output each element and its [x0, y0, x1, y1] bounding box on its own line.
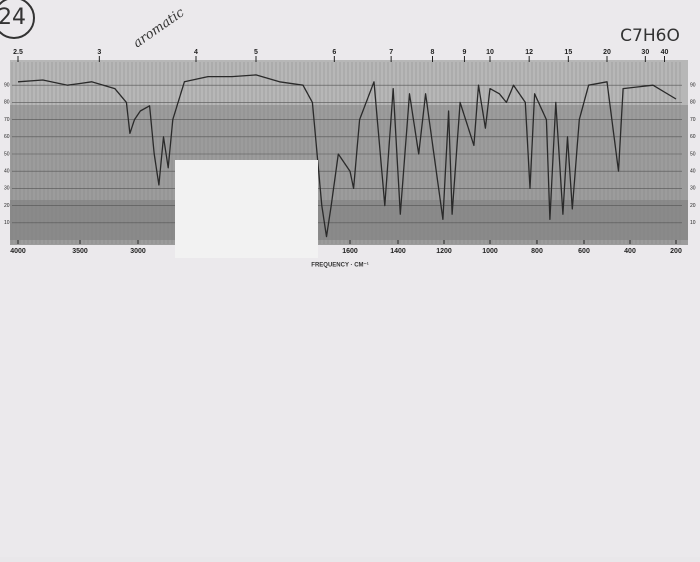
top-tick-label: 6 — [332, 49, 336, 56]
y-tick-label: 80 — [4, 100, 10, 106]
x-tick-label: 600 — [578, 248, 590, 255]
chart-band — [10, 60, 688, 105]
y-tick-label: 50 — [690, 151, 696, 157]
y-tick-label: 10 — [4, 220, 10, 226]
x-axis-label: FREQUENCY · CM⁻¹ — [311, 262, 368, 269]
y-tick-label: 40 — [690, 169, 696, 175]
formula: C7H6O — [620, 26, 680, 46]
y-tick-label: 90 — [690, 83, 696, 89]
y-tick-label: 90 — [4, 83, 10, 89]
top-tick-label: 3 — [97, 49, 101, 56]
x-tick-label: 1600 — [342, 248, 358, 255]
top-tick-label: 15 — [564, 49, 572, 56]
plot: 10 10 20 20 30 30 40 40 50 50 60 60 70 70 80 80 90 90 4000… — [4, 49, 696, 255]
chart-band — [10, 200, 688, 240]
y-tick-label: 30 — [690, 186, 696, 192]
x-tick-label: 400 — [624, 248, 636, 255]
top-tick-label: 10 — [486, 49, 494, 56]
y-tick-label: 60 — [4, 134, 10, 140]
x-tick-label: 200 — [670, 248, 682, 255]
top-tick-label: 8 — [431, 49, 435, 56]
top-tick-label: 4 — [194, 49, 198, 56]
x-tick-label: 3500 — [72, 248, 88, 255]
circle — [0, 0, 35, 39]
y-tick-label: 50 — [4, 151, 10, 157]
top-tick-label: 40 — [661, 49, 669, 56]
y-tick-label: 20 — [4, 203, 10, 209]
x-tick-label: 3000 — [130, 248, 146, 255]
y-tick-label: 30 — [4, 186, 10, 192]
top-tick-label: 7 — [389, 49, 393, 56]
x-tick-label: 4000 — [10, 248, 26, 255]
x-tick-label: 1000 — [482, 248, 498, 255]
top-tick-label: 30 — [641, 49, 649, 56]
y-tick-label: 70 — [4, 117, 10, 123]
y-tick-label: 80 — [690, 100, 696, 106]
y-tick-label: 40 — [4, 169, 10, 175]
x-tick-label: 1400 — [390, 248, 406, 255]
x-tick-label: 1200 — [436, 248, 452, 255]
y-tick-label: 20 — [690, 203, 696, 209]
y-tick-label: 60 — [690, 134, 696, 140]
paper-cover — [175, 160, 318, 258]
top-tick-label: 20 — [603, 49, 611, 56]
x-tick-label: 800 — [531, 248, 543, 255]
top-tick-label: 2.5 — [13, 49, 23, 56]
y-tick-label: 10 — [690, 220, 696, 226]
problem-number: 24 — [0, 5, 26, 30]
top-tick-label: 5 — [254, 49, 258, 56]
top-tick-label: 12 — [525, 49, 533, 56]
y-tick-label: 70 — [690, 117, 696, 123]
top-tick-label: 9 — [462, 49, 466, 56]
spectrum — [17, 74, 677, 238]
